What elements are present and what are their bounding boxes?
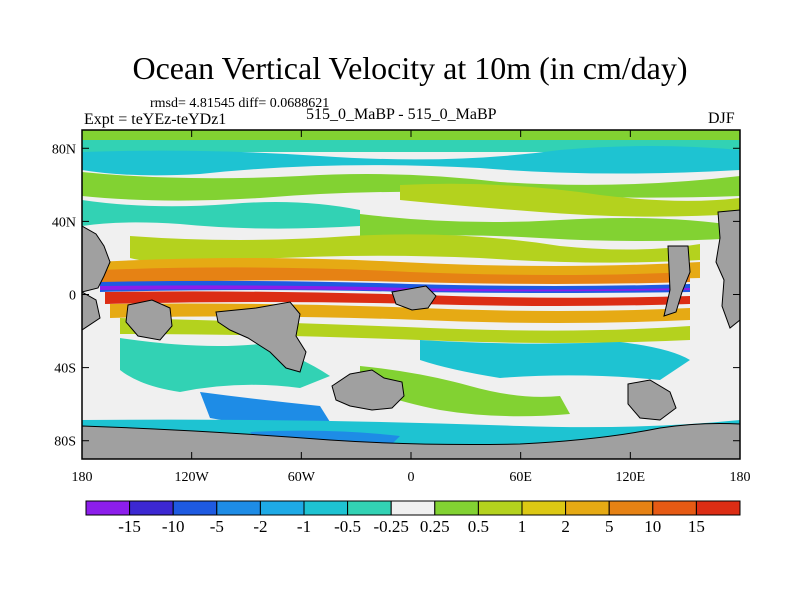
- season-label: DJF: [708, 110, 735, 127]
- y-tick-label: 80N: [52, 142, 76, 157]
- island-pacific: [125, 299, 173, 341]
- colorbar-swatch: [129, 500, 174, 516]
- west-land-strip: [82, 291, 101, 331]
- colorbar-label: -0.5: [334, 517, 361, 536]
- south-atlantic-green-patch: [360, 366, 570, 417]
- colorbar-label: 15: [688, 517, 705, 536]
- stats-label: rmsd= 4.81545 diff= 0.0688621: [150, 96, 330, 111]
- experiment-label: Expt = teYEz-teYDz1: [84, 111, 227, 128]
- subtropic-yellow-band: [130, 234, 700, 264]
- east-island-chain: [663, 245, 691, 317]
- colorbar-swatch: [172, 500, 218, 516]
- x-axis: 180 120W 60W 0 60E 120E 180: [72, 130, 751, 485]
- equator-purple-core: [100, 285, 690, 292]
- y-axis: 80N 40N 0 40S 80S: [52, 142, 740, 450]
- colorbar-label: 2: [561, 517, 570, 536]
- colorbar-swatch: [477, 500, 523, 516]
- x-tick-label: 180: [730, 470, 751, 485]
- midlat-green-band: [360, 214, 740, 241]
- colorbar-swatch: [695, 500, 741, 516]
- north-cyan-band: [82, 146, 740, 176]
- colorbar-swatch: [347, 500, 392, 516]
- y-tick-label: 40N: [52, 215, 76, 230]
- colorbar-label: -0.25: [373, 517, 408, 536]
- west-land-mass: [82, 225, 111, 293]
- colorbar-label: -2: [253, 517, 267, 536]
- colorbar-label: -15: [118, 517, 141, 536]
- colorbar-swatch: [390, 500, 436, 516]
- colorbar-label: -10: [162, 517, 185, 536]
- continent-central: [215, 301, 307, 373]
- y-tick-label: 80S: [54, 435, 76, 450]
- y-tick-label: 40S: [54, 362, 76, 377]
- southern-island: [331, 369, 405, 411]
- colorbar-swatch: [652, 500, 697, 516]
- midlat-teal-band: [82, 200, 360, 229]
- page-title: Ocean Vertical Velocity at 10m (in cm/da…: [132, 50, 688, 86]
- x-tick-label: 120W: [175, 470, 210, 485]
- map-plot-area: [82, 130, 740, 459]
- equatorial-island: [391, 285, 437, 311]
- colorbar-swatch: [216, 500, 261, 516]
- colorbar: -15 -10 -5 -2 -1 -0.5 -0.25 0.25 0.5 1 2 5 10 15: [85, 500, 741, 536]
- colorbar-label: -1: [297, 517, 311, 536]
- colorbar-label: -5: [210, 517, 224, 536]
- colorbar-swatch: [608, 500, 654, 516]
- southern-blue-patch: [200, 392, 330, 425]
- colorbar-swatch: [303, 500, 349, 516]
- colorbar-swatch: [85, 500, 131, 516]
- x-tick-label: 180: [72, 470, 93, 485]
- colorbar-swatch: [565, 500, 610, 516]
- colorbar-swatch: [259, 500, 305, 516]
- x-tick-label: 120E: [616, 470, 646, 485]
- antarctic-land: [82, 423, 740, 459]
- colorbar-label: 5: [605, 517, 614, 536]
- colorbar-swatch: [434, 500, 479, 516]
- east-land-mass: [715, 209, 740, 329]
- x-tick-label: 0: [408, 470, 415, 485]
- case-label: 515_0_MaBP - 515_0_MaBP: [306, 106, 497, 123]
- equator-dark-orange-band: [100, 267, 690, 284]
- y-tick-label: 0: [69, 289, 76, 304]
- north-yellow-green-band: [400, 183, 740, 217]
- colorbar-label: 0.25: [420, 517, 450, 536]
- colorbar-label: 1: [518, 517, 527, 536]
- southeast-island: [627, 379, 677, 421]
- colorbar-swatch: [521, 500, 567, 516]
- x-tick-label: 60E: [509, 470, 532, 485]
- colorbar-label: 0.5: [468, 517, 489, 536]
- indian-ocean-cyan-patch: [420, 340, 690, 380]
- x-tick-label: 60W: [288, 470, 316, 485]
- colorbar-label: 10: [644, 517, 661, 536]
